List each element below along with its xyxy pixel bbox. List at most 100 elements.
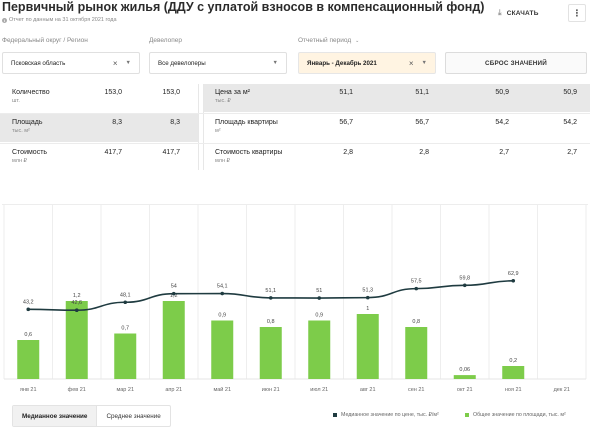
- stat-value: 51,1: [339, 89, 353, 96]
- bar-label: 0,9: [315, 313, 323, 319]
- bar: [211, 320, 234, 379]
- line-point: [123, 300, 128, 305]
- x-tick-label: янв 21: [20, 387, 37, 393]
- tab-average[interactable]: Среднее значение: [106, 412, 161, 420]
- tab-median[interactable]: Медианное значение: [13, 406, 98, 426]
- combo-chart: 0,6 1,2 0,7 1,2 0,9 0,8 0,9 1 0,8 0,06 0,2 43,2 42,6…: [3, 205, 587, 393]
- x-tick-label: фев 21: [68, 387, 86, 393]
- stat-divider: [198, 84, 199, 170]
- bar: [114, 333, 137, 379]
- stat-label: Площадь: [12, 119, 43, 126]
- stat-value: 2,8: [343, 149, 353, 156]
- stat-value: 417,7: [162, 149, 180, 156]
- stat-value: 8,3: [112, 119, 122, 126]
- bar: [453, 375, 476, 379]
- line-point: [220, 291, 225, 296]
- download-label: СКАЧАТЬ: [506, 9, 539, 17]
- line-point: [268, 296, 273, 300]
- stat-row-divider: [0, 113, 590, 114]
- stat-value: 153,0: [162, 89, 180, 96]
- bar-label: 0,7: [121, 326, 129, 332]
- stat-value: 56,7: [415, 119, 429, 126]
- bar-label: 1,2: [170, 293, 178, 299]
- developer-select[interactable]: Все девелоперы ▼: [149, 52, 287, 74]
- line-label: 48,1: [120, 292, 131, 298]
- stat-label: Стоимость: [12, 149, 48, 156]
- line-point: [171, 291, 176, 296]
- x-tick-label: июн 21: [262, 387, 280, 393]
- developer-filter-label: Девелопер: [149, 37, 183, 44]
- bar: [356, 314, 379, 379]
- kebab-menu-icon[interactable]: ⋮: [568, 4, 586, 22]
- bar-label: 0,9: [218, 313, 226, 319]
- stat-value: 54,2: [495, 119, 509, 126]
- chevron-down-icon[interactable]: ▼: [125, 60, 131, 66]
- stat-value: 51,1: [415, 89, 429, 96]
- region-select-value: Псковская область: [11, 59, 66, 67]
- chevron-down-icon[interactable]: ▼: [272, 60, 278, 66]
- stat-value: 50,9: [495, 89, 509, 96]
- bar: [405, 327, 428, 379]
- x-tick-label: мар 21: [116, 387, 134, 393]
- bar-label: 0,2: [509, 358, 517, 364]
- period-select[interactable]: Январь - Декабрь 2021 × ▼: [298, 52, 436, 74]
- developer-select-value: Все девелоперы: [158, 59, 206, 67]
- line-point: [74, 308, 79, 313]
- line-point: [317, 296, 322, 300]
- stat-row-right: Площадь квартиры м² 56,7 56,7 54,2 54,2: [203, 114, 590, 142]
- line-label: 59,8: [459, 275, 470, 281]
- stat-label: Стоимость квартиры: [215, 149, 283, 156]
- clear-icon[interactable]: ×: [112, 58, 118, 68]
- line-label: 62,9: [508, 271, 519, 277]
- legend-line-marker: [333, 413, 337, 417]
- download-icon: ⤓: [498, 8, 502, 17]
- info-icon: i: [2, 17, 7, 23]
- period-filter-label-text: Отчетный период: [298, 37, 352, 44]
- reset-values-button[interactable]: СБРОС ЗНАЧЕНИЙ: [445, 52, 587, 74]
- stat-row-right: Стоимость квартиры млн ₽ 2,8 2,8 2,7 2,7: [203, 144, 590, 172]
- bar: [502, 366, 525, 379]
- stat-value: 417,7: [104, 149, 122, 156]
- chevron-down-icon[interactable]: ▼: [421, 60, 427, 66]
- line-label: 51,3: [362, 288, 373, 294]
- stat-label: Количество: [12, 89, 50, 96]
- x-tick-label: ноя 21: [505, 387, 522, 393]
- stat-unit: м²: [215, 128, 221, 134]
- period-select-value: Январь - Декабрь 2021: [307, 59, 377, 67]
- bar-label: 0,06: [459, 367, 470, 373]
- line-label: 54,1: [217, 284, 228, 290]
- stat-value: 153,0: [104, 89, 122, 96]
- region-filter-label: Федеральный округ / Регион: [2, 37, 88, 44]
- chevron-down-icon: ⌄: [355, 38, 360, 44]
- bar: [259, 327, 282, 379]
- stat-row-left: Стоимость млн ₽ 417,7 417,7: [0, 144, 198, 172]
- summary-stats: Количество шт. 153,0 153,0 Площадь тыс. м² 8,3…: [0, 84, 590, 170]
- stat-label: Площадь квартиры: [215, 119, 278, 126]
- line-point: [511, 278, 516, 283]
- stat-unit: тыс. ₽: [215, 98, 231, 104]
- stat-value: 50,9: [563, 89, 577, 96]
- stat-value: 2,8: [419, 149, 429, 156]
- x-tick-label: апр 21: [165, 387, 182, 393]
- legend-line: Медианное значение по цене, тыс. ₽/м²: [333, 412, 439, 418]
- line-label: 43,2: [23, 299, 34, 305]
- bar: [162, 301, 185, 379]
- line-label: 51,1: [265, 288, 276, 294]
- report-date-text: Отчет по данным на 31 октября 2021 года: [9, 17, 117, 23]
- stat-unit: шт.: [12, 98, 20, 104]
- x-tick-label: авг 21: [360, 387, 376, 393]
- stat-unit: млн ₽: [12, 158, 28, 164]
- legend-bar-marker: [465, 413, 469, 417]
- bar: [17, 340, 40, 379]
- stat-row-divider: [0, 143, 590, 144]
- clear-icon[interactable]: ×: [408, 58, 414, 68]
- line-point: [365, 295, 370, 300]
- download-button[interactable]: ⤓ СКАЧАТЬ: [498, 6, 539, 20]
- x-tick-label: дек 21: [554, 387, 570, 393]
- stat-value: 8,3: [170, 119, 180, 126]
- legend-bar-label: Общее значение по площади, тыс. м²: [473, 412, 566, 418]
- bar: [65, 301, 88, 379]
- x-tick-label: май 21: [213, 386, 231, 393]
- region-select[interactable]: Псковская область × ▼: [2, 52, 140, 74]
- stat-unit: тыс. м²: [12, 128, 30, 134]
